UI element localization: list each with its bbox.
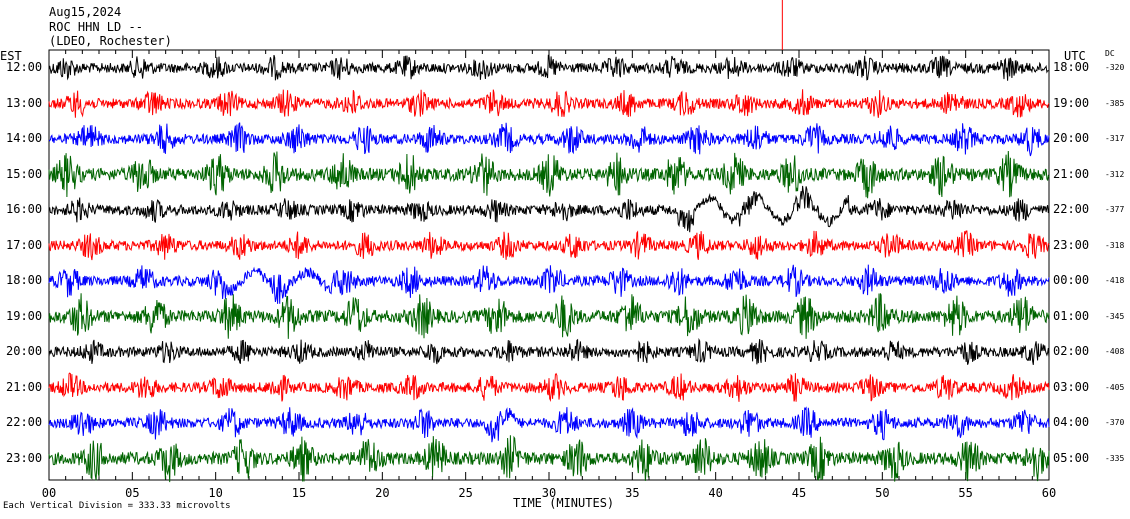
utc-hour-label: 03:00	[1053, 379, 1090, 394]
trace-2100	[48, 372, 1050, 402]
dc-offset-label: -345	[1105, 311, 1125, 321]
x-tick-label: 55	[958, 486, 973, 500]
dc-offset-label: -405	[1105, 382, 1125, 392]
utc-unit-label: UTC	[1064, 49, 1086, 63]
trace-1800	[48, 264, 1050, 304]
date-label: Aug15,2024	[49, 5, 122, 19]
dc-unit-label: DC	[1105, 49, 1115, 58]
seismic-traces	[48, 54, 1050, 483]
est-hour-label: 18:00	[6, 273, 43, 287]
trace-1700	[48, 230, 1050, 261]
x-tick-label: 10	[208, 486, 223, 500]
x-tick-label: 45	[791, 486, 807, 500]
est-hour-label: 21:00	[6, 379, 43, 394]
trace-1300	[48, 89, 1050, 118]
utc-hour-label: 22:00	[1053, 202, 1090, 216]
plot-frame	[48, 49, 1050, 481]
x-tick-label: 20	[375, 486, 390, 500]
est-hour-label: 20:00	[6, 344, 43, 358]
trace-1600	[48, 185, 1050, 233]
utc-hour-label: 01:00	[1053, 308, 1090, 323]
est-hour-label: 19:00	[6, 308, 43, 323]
x-tick-label: 50	[875, 486, 890, 500]
station-label: ROC HHN LD --	[49, 20, 143, 34]
est-hour-label: 17:00	[6, 237, 43, 252]
x-tick-label: 15	[291, 486, 307, 500]
trace-2200	[48, 406, 1050, 443]
dc-offset-label: -408	[1105, 347, 1125, 356]
utc-hour-label: 00:00	[1053, 273, 1090, 287]
utc-hour-label: 05:00	[1053, 450, 1090, 465]
est-hour-label: 22:00	[6, 415, 43, 429]
utc-hour-label: 04:00	[1053, 415, 1090, 429]
est-hour-label: 13:00	[6, 95, 43, 110]
est-hour-label: 15:00	[6, 166, 43, 181]
utc-hour-label: 02:00	[1053, 344, 1090, 358]
minute-ticks	[48, 50, 1050, 480]
scale-footer: Each Vertical Division = 333.33 microvol…	[3, 501, 231, 511]
est-hour-label: 23:00	[6, 450, 43, 465]
trace-1400	[48, 122, 1050, 157]
utc-hour-label: 20:00	[1053, 131, 1090, 145]
x-tick-label: 05	[125, 486, 140, 500]
dc-offset-label: -335	[1105, 453, 1125, 463]
est-unit-label: EST	[0, 49, 22, 63]
dc-offset-label: -385	[1105, 98, 1125, 108]
utc-hour-label: 21:00	[1053, 166, 1090, 181]
x-tick-label: 35	[625, 486, 640, 500]
trace-2000	[48, 337, 1050, 365]
dc-offset-label: -312	[1105, 169, 1125, 179]
dc-offset-label: -318	[1105, 240, 1125, 250]
dc-offset-label: -370	[1105, 418, 1125, 427]
x-tick-label: 60	[1041, 486, 1057, 500]
utc-hour-label: 19:00	[1053, 95, 1090, 110]
utc-hour-label: 18:00	[1053, 60, 1090, 74]
trace-1900	[48, 293, 1050, 339]
x-tick-label: 30	[541, 486, 557, 500]
x-tick-label: 40	[708, 486, 723, 500]
trace-1200	[48, 54, 1050, 81]
trace-2300	[48, 435, 1050, 483]
dc-offset-label: -377	[1105, 205, 1125, 214]
dc-offset-label: -418	[1105, 276, 1125, 285]
trace-1500	[48, 150, 1050, 199]
utc-hour-label: 23:00	[1053, 237, 1090, 252]
est-hour-label: 16:00	[6, 202, 43, 216]
x-tick-label: 25	[458, 486, 473, 500]
est-hour-label: 14:00	[6, 131, 43, 145]
x-tick-label: 00	[41, 486, 57, 500]
x-axis-label: TIME (MINUTES)	[513, 496, 615, 510]
est-hour-label: 12:00	[6, 60, 43, 74]
dc-offset-label: -317	[1105, 134, 1125, 143]
network-label: (LDEO, Rochester)	[49, 34, 172, 48]
dc-offset-label: -320	[1105, 63, 1125, 72]
